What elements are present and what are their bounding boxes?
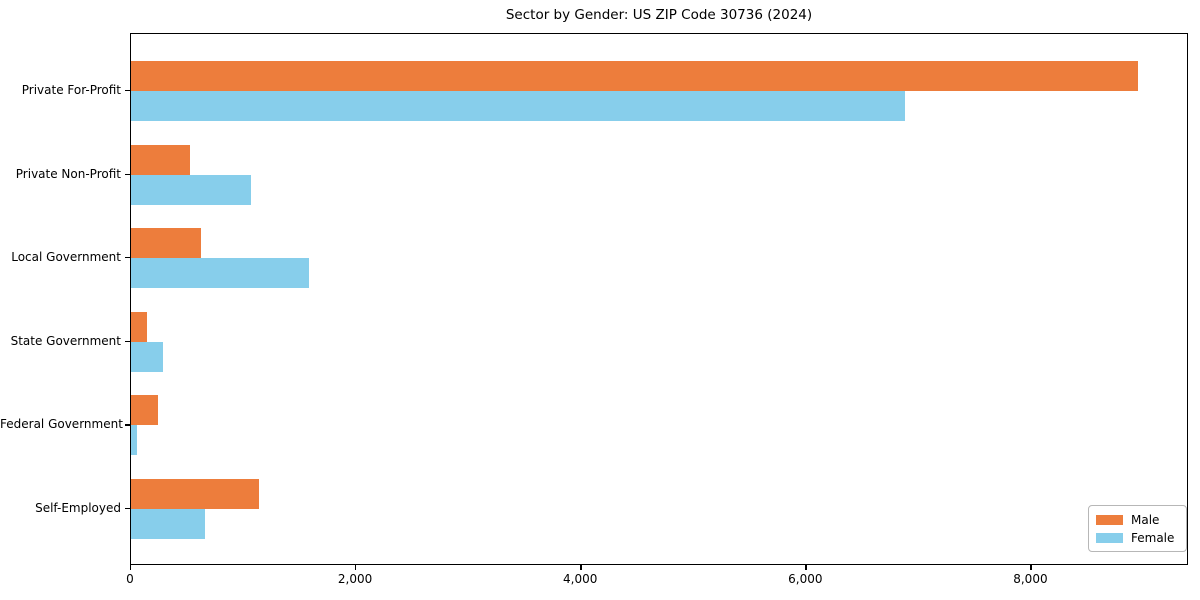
legend-swatch-female [1096,533,1123,543]
bar-male-0 [131,61,1139,91]
ytick-mark [125,90,130,92]
xtick-mark [130,565,132,570]
ytick-label: Self-Employed [35,501,121,515]
bar-female-3 [131,341,163,372]
legend-item-male: Male [1096,511,1179,529]
ytick-label: Federal Government [0,417,123,432]
xtick-label: 4,000 [563,572,598,586]
ytick-mark [125,257,130,259]
xtick-label: 0 [126,572,134,586]
ytick-label: Private Non-Profit [15,166,121,181]
legend-label: Female [1131,531,1175,545]
bar-male-3 [131,311,147,342]
bar-male-2 [131,228,201,259]
xtick-mark [355,565,357,570]
xtick-mark [805,565,807,570]
bar-male-4 [131,395,158,426]
xtick-mark [580,565,582,570]
bar-female-4 [131,425,137,456]
plot-area [130,33,1188,565]
legend-swatch-male [1096,515,1123,525]
bar-female-0 [131,91,906,121]
chart-title: Sector by Gender: US ZIP Code 30736 (202… [505,7,813,23]
bar-male-5 [131,479,260,509]
ytick-label: Private For-Profit [21,83,121,97]
ytick-label: State Government [10,333,121,348]
xtick-label: 8,000 [1013,572,1048,586]
xtick-mark [1030,565,1032,570]
ytick-mark [125,508,130,510]
ytick-label: Local Government [11,250,121,265]
bar-female-5 [131,509,206,539]
legend-item-female: Female [1096,529,1179,547]
ytick-mark [125,424,130,426]
bar-female-1 [131,174,252,205]
xtick-label: 2,000 [337,572,373,586]
bar-female-2 [131,258,309,289]
legend-label: Male [1131,513,1160,527]
ytick-mark [125,173,130,175]
legend: Male Female [1088,505,1187,552]
ytick-mark [125,340,130,343]
bar-male-1 [131,144,190,175]
xtick-label: 6,000 [788,572,823,586]
